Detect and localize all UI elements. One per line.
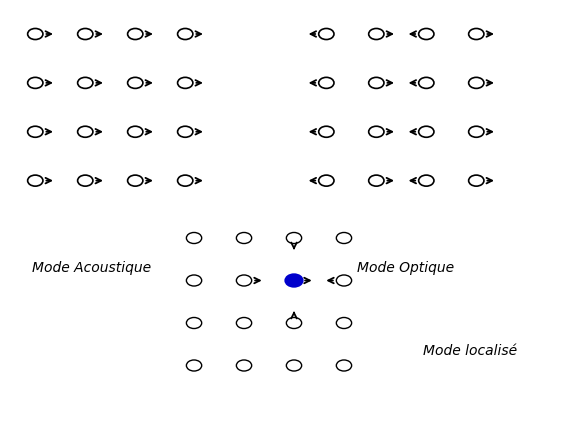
Text: Mode localisé: Mode localisé — [423, 344, 517, 357]
Circle shape — [469, 77, 484, 88]
Circle shape — [419, 126, 434, 137]
Circle shape — [236, 317, 252, 329]
Circle shape — [336, 360, 352, 371]
Circle shape — [469, 28, 484, 40]
Circle shape — [186, 317, 202, 329]
Circle shape — [469, 126, 484, 137]
Circle shape — [286, 317, 302, 329]
Circle shape — [236, 232, 252, 244]
Circle shape — [336, 275, 352, 286]
Circle shape — [178, 28, 193, 40]
Circle shape — [178, 175, 193, 186]
Circle shape — [319, 28, 334, 40]
Circle shape — [78, 28, 93, 40]
Circle shape — [186, 360, 202, 371]
Circle shape — [336, 317, 352, 329]
Circle shape — [319, 175, 334, 186]
Circle shape — [285, 274, 303, 287]
Circle shape — [186, 275, 202, 286]
Circle shape — [236, 360, 252, 371]
Circle shape — [419, 77, 434, 88]
Circle shape — [369, 77, 384, 88]
Text: Mode Optique: Mode Optique — [357, 261, 455, 275]
Text: Mode Acoustique: Mode Acoustique — [32, 261, 151, 275]
Circle shape — [128, 175, 143, 186]
Circle shape — [369, 28, 384, 40]
Circle shape — [128, 126, 143, 137]
Circle shape — [419, 175, 434, 186]
Circle shape — [28, 28, 43, 40]
Circle shape — [419, 28, 434, 40]
Circle shape — [128, 77, 143, 88]
Circle shape — [286, 232, 302, 244]
Circle shape — [28, 126, 43, 137]
Circle shape — [236, 275, 252, 286]
Circle shape — [336, 232, 352, 244]
Circle shape — [28, 175, 43, 186]
Circle shape — [319, 77, 334, 88]
Circle shape — [178, 126, 193, 137]
Circle shape — [319, 126, 334, 137]
Circle shape — [78, 77, 93, 88]
Circle shape — [78, 126, 93, 137]
Circle shape — [369, 126, 384, 137]
Circle shape — [286, 360, 302, 371]
Circle shape — [28, 77, 43, 88]
Circle shape — [469, 175, 484, 186]
Circle shape — [178, 77, 193, 88]
Circle shape — [369, 175, 384, 186]
Circle shape — [128, 28, 143, 40]
Circle shape — [186, 232, 202, 244]
Circle shape — [78, 175, 93, 186]
